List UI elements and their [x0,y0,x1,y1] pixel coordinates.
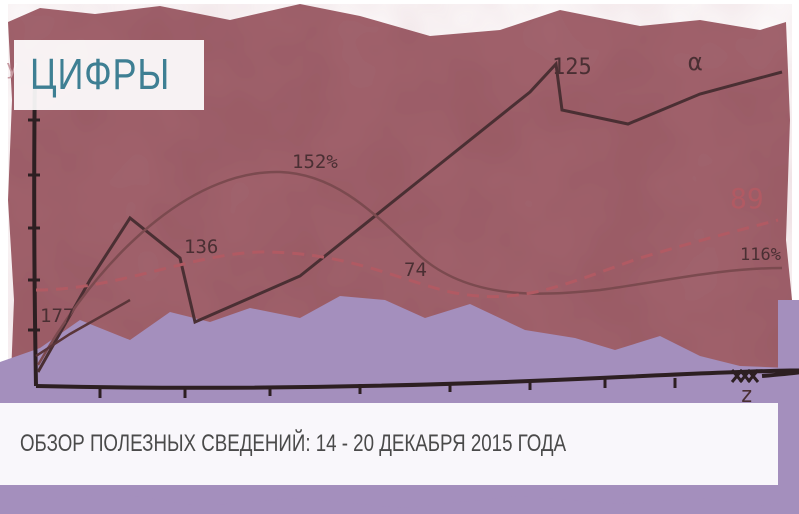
label-89: 89 [730,182,764,215]
label-136: 136 [184,236,218,258]
x-axis-ticks [98,378,677,398]
line-alpha [36,60,783,373]
label-177: 177 [40,305,74,327]
label-152: 152% [292,151,338,173]
page-title: ЦИФРЫ [30,50,171,99]
line-177 [35,298,131,358]
caption-bar: ОБЗОР ПОЛЕЗНЫХ СВЕДЕНИЙ: 14 - 20 ДЕКАБРЯ… [0,403,778,485]
caption-text: ОБЗОР ПОЛЕЗНЫХ СВЕДЕНИЙ: 14 - 20 ДЕКАБРЯ… [20,430,567,457]
line-89-dashed [35,218,779,299]
title-box: ЦИФРЫ [14,40,204,110]
torn-paper-shape [8,4,792,400]
label-116: 116% [740,245,781,265]
label-74: 74 [404,259,427,281]
y-axis-ticks [28,118,40,332]
purple-band-bottom [0,478,799,514]
purple-band-right [778,300,799,514]
arrow-feather-icon [730,369,760,383]
x-axis [35,368,799,390]
label-axis-z: z [740,383,753,408]
line-152 [36,170,783,366]
label-alpha: α [688,48,702,76]
label-125: 125 [552,55,592,80]
